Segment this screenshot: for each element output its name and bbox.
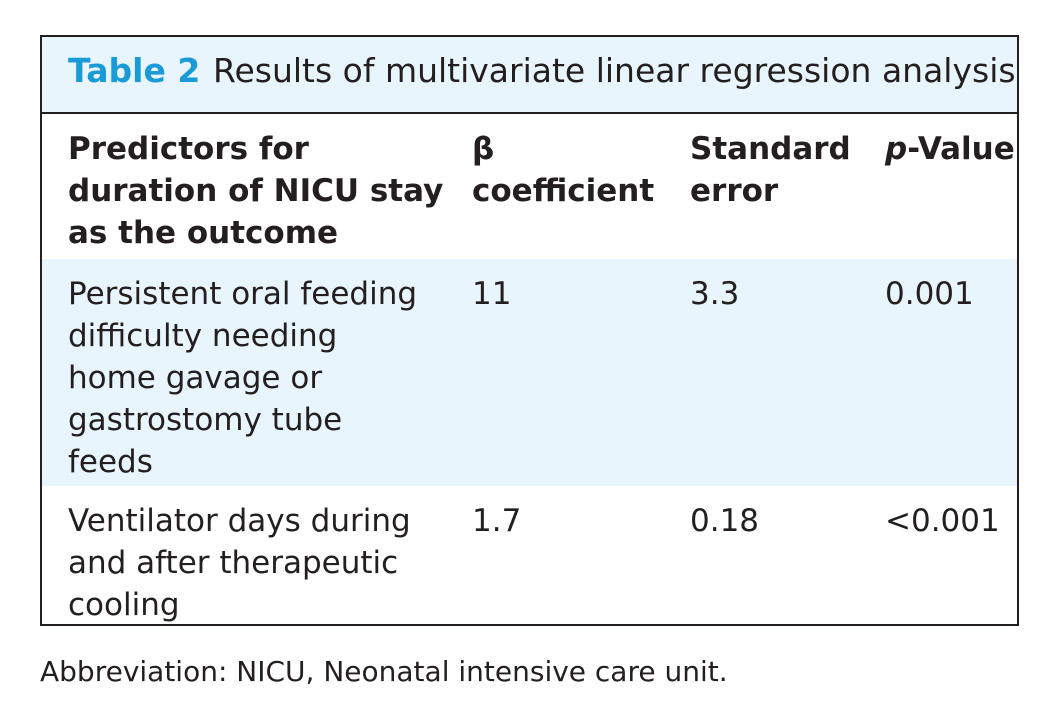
row-beta: 11 [472,276,512,312]
row-p-value: <0.001 [885,503,1000,539]
header-predictor-line: as the outcome [68,215,339,251]
header-p-value: p-Value [885,128,1015,170]
row-p-value: 0.001 [885,276,974,312]
header-se-line: error [690,173,779,209]
row-predictor-line: difficulty needing [68,318,338,354]
header-predictor-line: Predictors for [68,131,309,167]
row-predictor-line: gastrostomy tube [68,402,343,438]
row-predictor-line: cooling [68,587,180,623]
row-predictor: Persistent oral feeding difficulty needi… [68,273,448,483]
row-predictor-line: and after therapeutic [68,545,399,581]
header-beta-line: coefficient [472,173,655,209]
header-standard-error: Standard error [690,128,870,212]
table-caption: Table 2 Results of multivariate linear r… [42,37,1017,114]
header-p-letter: p [885,131,908,167]
header-predictor: Predictors for duration of NICU stay as … [68,128,448,254]
row-predictor: Ventilator days during and after therape… [68,500,448,626]
header-beta-line: β [472,131,495,167]
table-title: Results of multivariate linear regressio… [213,51,1016,90]
row-standard-error: 0.18 [690,503,760,539]
table-footnote: Abbreviation: NICU, Neonatal intensive c… [40,655,728,688]
header-p-line: p-Value [885,128,1015,170]
row-standard-error: 3.3 [690,276,740,312]
header-predictor-line: duration of NICU stay [68,173,444,209]
table-row: Ventilator days during and after therape… [42,486,1017,624]
row-predictor-line: Persistent oral feeding [68,276,418,312]
row-predictor-line: Ventilator days during [68,503,411,539]
row-predictor-line: feeds [68,444,153,480]
header-p-suffix: -Value [907,131,1015,167]
row-beta: 1.7 [472,503,522,539]
table-row: Persistent oral feeding difficulty needi… [42,259,1017,486]
row-predictor-line: home gavage or [68,360,323,396]
header-se-line: Standard [690,131,851,167]
results-table: Table 2 Results of multivariate linear r… [40,35,1019,626]
table-label: Table 2 [68,51,201,90]
table-header-row: Predictors for duration of NICU stay as … [42,114,1017,259]
header-beta: β coefficient [472,128,672,212]
